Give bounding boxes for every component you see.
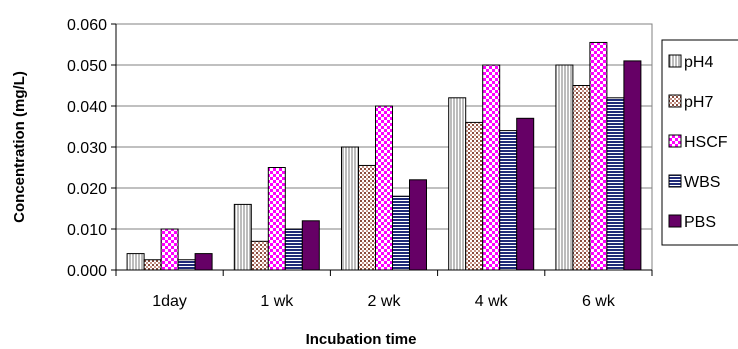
bar-wbs-4 [606,97,625,271]
bar-ph7-4 [572,85,591,271]
legend-swatch-hscf [668,134,682,148]
y-tick-label: 0.040 [67,99,107,116]
y-tick-label: 0.030 [67,140,107,157]
bar-wbs-3 [499,130,518,271]
bar-hscf-1 [267,167,286,271]
bar-ph7-0 [143,259,162,271]
y-tick-label: 0.050 [67,58,107,75]
legend-label-ph7: pH7 [684,94,713,111]
y-tick-label: 0.060 [67,17,107,34]
y-tick-label: 0.020 [67,181,107,198]
legend-swatch-ph4 [668,54,682,68]
legend-swatch-pbs [668,214,682,228]
legend-swatch-ph7 [668,94,682,108]
y-axis-ticks: 0.000 0.010 0.020 0.030 0.040 0.050 0.060 [67,17,117,280]
bar-ph7-1 [250,240,269,271]
x-tick-label: 1day [152,293,187,310]
bar-wbs-0 [177,259,196,271]
y-tick-label: 0.000 [67,263,107,280]
legend-label-pbs: PBS [684,214,716,231]
bar-ph7-3 [465,121,484,271]
bar-pbs-0 [194,253,213,271]
bar-ph4-0 [126,253,145,271]
x-tick-label: 4 wk [475,293,509,310]
legend-swatch-wbs [668,174,682,188]
x-axis-ticks: 1day 1 wk 2 wk 4 wk 6 wk [115,269,653,310]
bar-ph4-3 [448,97,467,271]
bar-ph4-4 [555,64,574,271]
y-axis-title: Concentration (mg/L) [11,71,28,223]
bar-pbs-4 [623,60,642,271]
bar-pbs-1 [301,220,320,271]
legend-label-hscf: HSCF [684,134,728,151]
legend-label-ph4: pH4 [684,54,713,71]
bar-ph4-2 [341,146,359,271]
x-tick-label: 6 wk [582,293,616,310]
x-tick-label: 1 wk [260,293,294,310]
bar-hscf-2 [375,105,393,271]
legend-label-wbs: WBS [684,174,720,191]
bar-wbs-1 [284,228,303,271]
bar-ph7-2 [358,164,376,271]
bar-pbs-2 [409,179,427,271]
bar-hscf-4 [589,41,608,271]
bar-hscf-3 [482,64,501,271]
bar-hscf-0 [160,228,179,271]
bar-pbs-3 [516,117,535,271]
y-tick-label: 0.010 [67,222,107,239]
x-tick-label: 2 wk [368,293,402,310]
x-axis-title: Incubation time [306,331,417,348]
bars [126,41,642,271]
legend: pH4 pH7 HSCF WBS PBS [661,39,738,246]
bar-wbs-2 [392,195,410,271]
bar-ph4-1 [233,203,252,271]
